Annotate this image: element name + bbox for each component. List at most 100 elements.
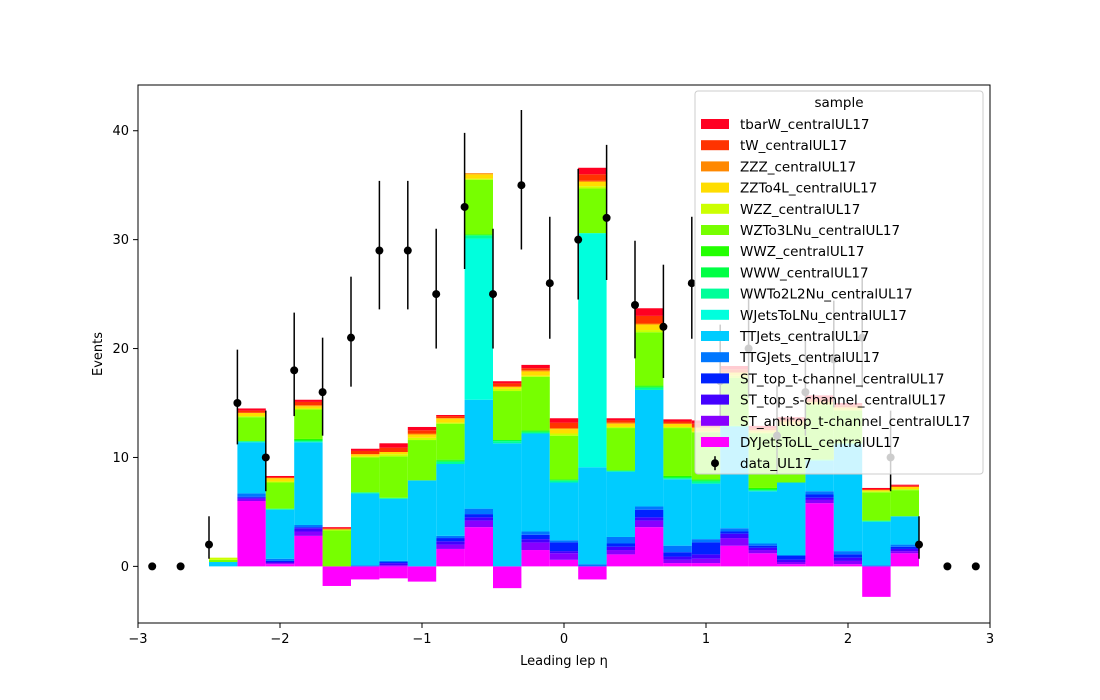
legend-swatch-8	[701, 288, 729, 299]
bar-segment-2-1	[237, 497, 266, 499]
bar-segment-3-8	[436, 538, 465, 542]
bar-segment-8-10	[493, 440, 522, 442]
legend-swatch-5	[701, 225, 729, 235]
bar-segment-10-10	[493, 391, 522, 441]
bar-segment-1-1	[237, 498, 266, 502]
bar-segment-0-18	[720, 545, 749, 567]
bar-segment-14-13	[578, 174, 607, 181]
bar-segment-0-8	[436, 548, 465, 567]
x-tick-label-5: 2	[844, 632, 852, 647]
bar-segment-11-13	[578, 186, 607, 189]
bar-segment-1-9	[464, 520, 493, 528]
data-point-12	[489, 290, 497, 299]
bar-segment-2-19	[748, 547, 777, 551]
legend-label-10: TTJets_centralUL17	[739, 329, 869, 345]
bar-segment-4-1	[237, 493, 266, 497]
bar-segment-8-19	[748, 489, 777, 491]
bar-segment-0-14	[606, 554, 635, 567]
bar-segment-1-15	[635, 520, 664, 528]
bar-segment-2-6	[379, 563, 408, 566]
bar-segment-7-2	[265, 508, 295, 510]
bar-segment-1-20	[777, 562, 806, 565]
bar-segment-5-1	[237, 442, 266, 494]
bar-segment-11-11	[521, 375, 550, 377]
bar-segment-5-14	[606, 471, 635, 537]
bar-segment-3-3	[294, 527, 323, 529]
legend-swatch-14	[701, 415, 729, 426]
bar-segment-12-15	[635, 324, 664, 331]
bar-segment-15-14	[606, 418, 635, 421]
bar-segment-14-4	[322, 528, 351, 530]
bar-segment-7-19	[748, 490, 777, 492]
bar-segment-4-22	[833, 551, 863, 555]
bar-segment-0-13	[578, 566, 607, 580]
bar-segment-12-7	[407, 434, 437, 438]
bar-segment-1-11	[521, 542, 550, 551]
bar-segment-12-10	[493, 386, 522, 389]
bar-segment-4-3	[294, 524, 323, 528]
bar-segment-4-5	[351, 565, 380, 567]
bar-segment-0-7	[407, 566, 437, 582]
bar-segment-3-21	[805, 494, 834, 498]
bar-segment-2-11	[521, 539, 550, 543]
bar-segment-5-12	[549, 482, 579, 541]
data-point-1	[176, 562, 185, 571]
bar-segment-12-2	[265, 478, 295, 482]
bar-segment-15-15	[635, 308, 664, 316]
x-tick-label-6: 3	[986, 632, 994, 647]
bar-segment-10-7	[407, 440, 437, 481]
legend-swatch-4	[701, 203, 729, 214]
bar-segment-0-15	[635, 527, 664, 567]
y-tick-label-4: 40	[112, 124, 129, 139]
bar-segment-0-1	[237, 501, 266, 567]
bar-segment-2-18	[720, 533, 749, 539]
bar-segment-10-4	[322, 530, 351, 567]
bar-segment-1-14	[606, 550, 635, 555]
legend-label-4: WZZ_centralUL17	[740, 202, 860, 218]
bar-segment-1-2	[265, 563, 295, 565]
bar-segment-4-19	[748, 543, 777, 546]
legend-swatch-9	[701, 309, 729, 320]
bar-segment-3-6	[379, 562, 408, 564]
bar-segment-2-8	[436, 541, 465, 545]
bar-segment-13-3	[294, 405, 323, 407]
bar-segment-4-17	[691, 539, 721, 543]
bar-segment-13-9	[464, 173, 493, 175]
bar-segment-2-9	[464, 517, 493, 521]
bar-segment-0-2	[265, 564, 295, 567]
bar-segment-10-11	[521, 376, 550, 431]
legend-swatch-2	[701, 161, 729, 172]
bar-segment-14-16	[663, 421, 692, 424]
bar-segment-4-15	[635, 506, 664, 510]
bar-segment-14-15	[635, 315, 664, 324]
bar-segment-2-12	[549, 551, 579, 554]
bar-segment-15-3	[294, 399, 323, 402]
bar-segment-12-13	[578, 181, 607, 187]
bar-segment-7-16	[663, 478, 692, 480]
bar-segment-8-3	[294, 440, 323, 442]
bar-segment-4-11	[521, 531, 550, 535]
bar-segment-0-4	[322, 566, 351, 586]
bar-segment-15-7	[407, 426, 437, 431]
bar-segment-3-11	[521, 534, 550, 540]
bar-segment-12-24	[890, 486, 919, 490]
bar-segment-5-13	[578, 467, 607, 565]
bar-segment-7-3	[294, 441, 323, 443]
bar-segment-13-15	[635, 323, 664, 325]
bar-segment-9-8	[436, 459, 465, 461]
bar-segment-11-15	[635, 330, 664, 333]
bar-segment-15-11	[521, 364, 550, 369]
bar-segment-5-6	[379, 498, 408, 561]
legend-swatch-12	[701, 373, 729, 384]
bar-segment-10-5	[351, 457, 380, 493]
legend-swatch-15	[701, 437, 729, 447]
bar-segment-5-7	[407, 480, 437, 567]
bar-segment-14-14	[606, 420, 635, 423]
bar-segment-2-22	[833, 557, 863, 561]
bar-segment-2-20	[777, 559, 806, 563]
x-axis-label: Leading lep η	[520, 654, 608, 669]
legend-label-data: data_UL17	[740, 456, 812, 472]
bar-segment-7-14	[606, 470, 635, 472]
bar-segment-1-12	[549, 553, 579, 560]
